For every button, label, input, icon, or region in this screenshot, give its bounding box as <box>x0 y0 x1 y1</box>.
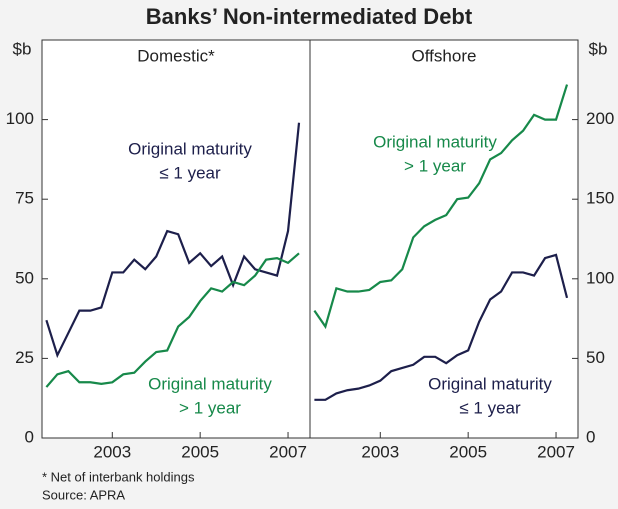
x-tick-label: 2003 <box>93 442 131 461</box>
y-tick-label: 50 <box>15 268 34 287</box>
y-tick-label: 100 <box>6 109 34 128</box>
series-label: Original maturity <box>428 374 552 393</box>
series-label: Original maturity <box>128 139 252 158</box>
y-tick-label: 25 <box>15 348 34 367</box>
y-axis-label: $b <box>13 39 32 58</box>
y-tick-label: 150 <box>586 189 614 208</box>
y-tick-label: 200 <box>586 109 614 128</box>
y-tick-label: 0 <box>586 427 595 446</box>
y-tick-label: 75 <box>15 189 34 208</box>
x-tick-label: 2005 <box>449 442 487 461</box>
series-line <box>313 84 569 330</box>
series-label: Original maturity <box>148 374 272 393</box>
series-label: ≤ 1 year <box>159 163 221 182</box>
panel-title: Offshore <box>412 46 477 65</box>
panel-title: Domestic* <box>137 46 215 65</box>
y-tick-label: 0 <box>25 427 34 446</box>
chart-title: Banks’ Non-intermediated Debt <box>146 4 473 29</box>
y-tick-label: 50 <box>586 348 605 367</box>
x-tick-label: 2003 <box>361 442 399 461</box>
footnote: * Net of interbank holdings <box>42 469 195 484</box>
series-label: > 1 year <box>404 156 466 175</box>
x-tick-label: 2007 <box>537 442 575 461</box>
y-axis-label: $b <box>589 39 608 58</box>
series-label: Original maturity <box>373 132 497 151</box>
series-line <box>314 253 569 401</box>
series-label: ≤ 1 year <box>459 398 521 417</box>
x-tick-label: 2005 <box>181 442 219 461</box>
series-line <box>45 122 301 359</box>
series-line <box>45 252 300 388</box>
source: Source: APRA <box>42 487 125 502</box>
series-label: > 1 year <box>179 398 241 417</box>
x-tick-label: 2007 <box>269 442 307 461</box>
y-tick-label: 100 <box>586 268 614 287</box>
